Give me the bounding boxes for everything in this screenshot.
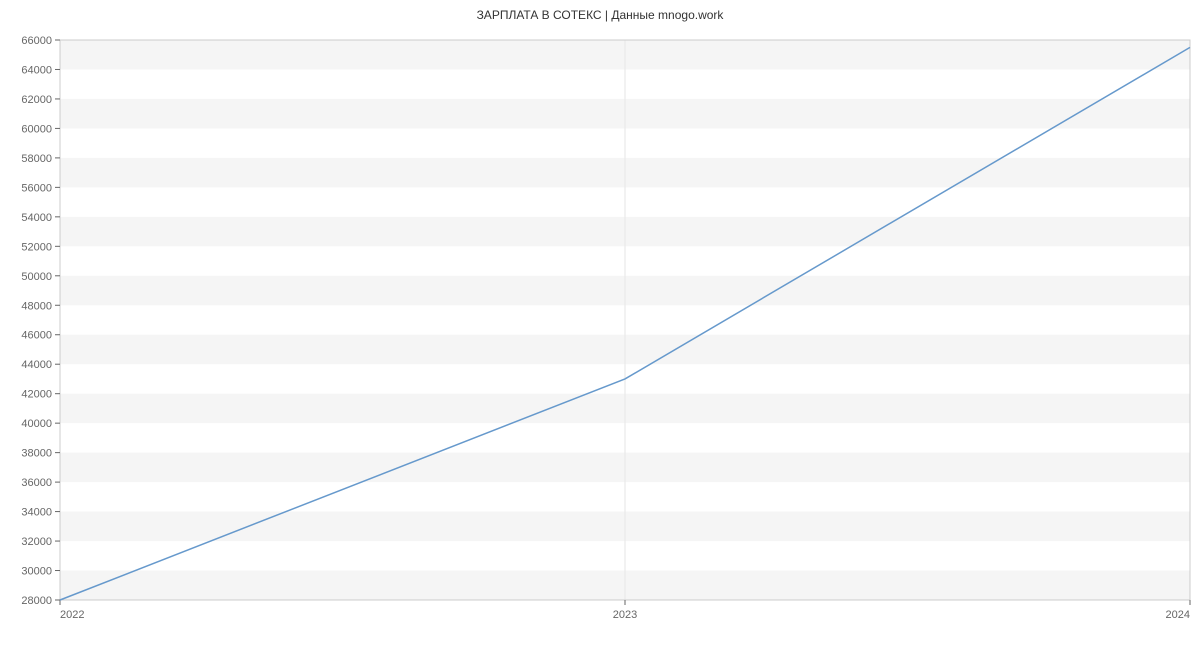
salary-line-chart: ЗАРПЛАТА В СОТЕКС | Данные mnogo.work 28…	[0, 0, 1200, 650]
chart-svg: 28000 30000 32000 34000 36000 38000 40000 42000…	[0, 0, 1200, 650]
chart-title: ЗАРПЛАТА В СОТЕКС | Данные mnogo.work	[0, 8, 1200, 22]
y-tick-label: 44000	[21, 359, 52, 371]
y-tick-label: 32000	[21, 536, 52, 548]
y-tick-label: 66000	[21, 35, 52, 47]
y-tick-label: 58000	[21, 153, 52, 165]
y-tick-label: 42000	[21, 389, 52, 401]
x-tick-label: 2022	[60, 609, 84, 621]
y-tick-label: 62000	[21, 94, 52, 106]
y-tick-label: 50000	[21, 271, 52, 283]
y-tick-label: 56000	[21, 182, 52, 194]
y-tick-label: 48000	[21, 300, 52, 312]
x-tick-label: 2024	[1166, 609, 1190, 621]
y-tick-label: 52000	[21, 241, 52, 253]
y-tick-label: 30000	[21, 566, 52, 578]
y-tick-label: 46000	[21, 330, 52, 342]
y-tick-label: 28000	[21, 595, 52, 607]
x-tick-label: 2023	[613, 609, 637, 621]
y-tick-label: 34000	[21, 507, 52, 519]
y-tick-label: 36000	[21, 477, 52, 489]
y-tick-label: 38000	[21, 448, 52, 460]
y-tick-label: 64000	[21, 64, 52, 76]
y-tick-label: 54000	[21, 212, 52, 224]
y-tick-label: 40000	[21, 418, 52, 430]
y-tick-label: 60000	[21, 123, 52, 135]
